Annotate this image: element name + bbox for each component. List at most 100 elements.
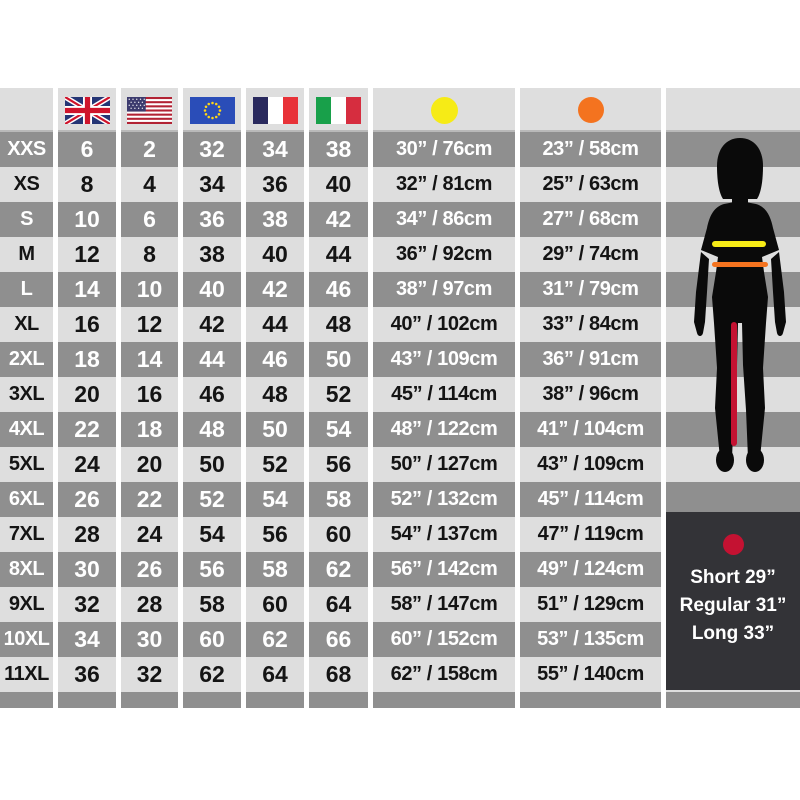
fr-size-cell: 64: [246, 657, 304, 692]
eu-size-cell: 42: [183, 307, 241, 342]
waist-size-cell: 55” / 140cm: [520, 657, 661, 692]
eu-size-cell: 52: [183, 482, 241, 517]
fr-size-cell: 54: [246, 482, 304, 517]
waist-size-cell: 31” / 79cm: [520, 272, 661, 307]
footer-stripe-cell: [0, 692, 53, 708]
waist-dot-icon: [577, 97, 604, 123]
us-size-cell: 30: [121, 622, 178, 657]
waist-size-cell: 25” / 63cm: [520, 167, 661, 202]
it-size-cell: 38: [309, 132, 368, 167]
footer-stripe-cell: [121, 692, 178, 708]
fr-size-cell: 38: [246, 202, 304, 237]
size-label-cell: 2XL: [0, 342, 53, 377]
figure-column-header: [666, 88, 800, 132]
us-flag-icon: [127, 96, 172, 124]
waist-size-cell: 43” / 109cm: [520, 447, 661, 482]
us-size-cell: 2: [121, 132, 178, 167]
eu-size-cell: 34: [183, 167, 241, 202]
leg-length-panel: Short 29” Regular 31” Long 33”: [666, 512, 800, 690]
us-size-cell: 4: [121, 167, 178, 202]
it-size-cell: 58: [309, 482, 368, 517]
waist-size-cell: 29” / 74cm: [520, 237, 661, 272]
us-size-cell: 14: [121, 342, 178, 377]
uk-size-cell: 14: [58, 272, 116, 307]
silhouette-right-foot: [746, 448, 764, 472]
size-label-cell: XL: [0, 307, 53, 342]
chest-size-cell: 45” / 114cm: [373, 377, 515, 412]
us-size-cell: 12: [121, 307, 178, 342]
uk-size-cell: 34: [58, 622, 116, 657]
silhouette-left-foot: [716, 448, 734, 472]
it-size-cell: 66: [309, 622, 368, 657]
us-size-cell: 6: [121, 202, 178, 237]
waist-size-cell: 47” / 119cm: [520, 517, 661, 552]
us-size-cell: 28: [121, 587, 178, 622]
waist-line-orange: [712, 262, 768, 267]
chest-size-cell: 52” / 132cm: [373, 482, 515, 517]
silhouette-left-arm: [694, 252, 709, 336]
uk-size-cell: 12: [58, 237, 116, 272]
chest-size-cell: 30” / 76cm: [373, 132, 515, 167]
uk-size-cell: 8: [58, 167, 116, 202]
us-size-cell: 20: [121, 447, 178, 482]
waist-size-cell: 38” / 96cm: [520, 377, 661, 412]
uk-flag-icon: [64, 96, 110, 124]
chest-dot-icon: [430, 96, 458, 124]
fr-size-cell: 58: [246, 552, 304, 587]
it-size-cell: 62: [309, 552, 368, 587]
footer-stripe-cell: [183, 692, 241, 708]
size-label-cell: S: [0, 202, 53, 237]
chest-line-yellow: [712, 241, 766, 247]
uk-size-cell: 32: [58, 587, 116, 622]
size-label-cell: 9XL: [0, 587, 53, 622]
uk-column-header: [58, 88, 116, 132]
it-size-cell: 68: [309, 657, 368, 692]
uk-size-cell: 16: [58, 307, 116, 342]
eu-size-cell: 46: [183, 377, 241, 412]
size-table: XXS 6 2 32 34 38 30” / 76cm 23” / 58cm XS 8 4 34 36 4…: [0, 88, 800, 708]
it-size-cell: 50: [309, 342, 368, 377]
leg-length-long: Long 33”: [691, 623, 775, 644]
eu-size-cell: 48: [183, 412, 241, 447]
it-size-cell: 56: [309, 447, 368, 482]
footer-stripe-cell: [666, 692, 800, 708]
eu-size-cell: 44: [183, 342, 241, 377]
size-label-cell: XXS: [0, 132, 53, 167]
leg-length-short: Short 29”: [690, 567, 776, 588]
uk-size-cell: 18: [58, 342, 116, 377]
footer-stripe-cell: [373, 692, 515, 708]
fr-size-cell: 60: [246, 587, 304, 622]
chest-size-cell: 43” / 109cm: [373, 342, 515, 377]
leg-length-list: Short 29” Regular 31” Long 33”: [680, 564, 787, 648]
us-size-cell: 18: [121, 412, 178, 447]
chest-size-cell: 58” / 147cm: [373, 587, 515, 622]
chest-size-cell: 36” / 92cm: [373, 237, 515, 272]
fr-size-cell: 36: [246, 167, 304, 202]
fr-size-cell: 52: [246, 447, 304, 482]
us-size-cell: 16: [121, 377, 178, 412]
fr-size-cell: 34: [246, 132, 304, 167]
female-body-silhouette: [694, 138, 786, 472]
fr-size-cell: 46: [246, 342, 304, 377]
it-size-cell: 48: [309, 307, 368, 342]
uk-size-cell: 36: [58, 657, 116, 692]
size-label-cell: 11XL: [0, 657, 53, 692]
fr-size-cell: 48: [246, 377, 304, 412]
waist-size-cell: 41” / 104cm: [520, 412, 661, 447]
us-column-header: [121, 88, 178, 132]
eu-size-cell: 58: [183, 587, 241, 622]
leg-length-regular: Regular 31”: [679, 595, 787, 616]
footer-stripe-cell: [520, 692, 661, 708]
footer-stripe-cell: [246, 692, 304, 708]
chest-size-cell: 34” / 86cm: [373, 202, 515, 237]
waist-size-cell: 27” / 68cm: [520, 202, 661, 237]
fr-size-cell: 62: [246, 622, 304, 657]
eu-size-cell: 50: [183, 447, 241, 482]
fr-size-cell: 42: [246, 272, 304, 307]
chest-size-cell: 38” / 97cm: [373, 272, 515, 307]
it-size-cell: 60: [309, 517, 368, 552]
uk-size-cell: 22: [58, 412, 116, 447]
chest-size-cell: 48” / 122cm: [373, 412, 515, 447]
eu-size-cell: 32: [183, 132, 241, 167]
